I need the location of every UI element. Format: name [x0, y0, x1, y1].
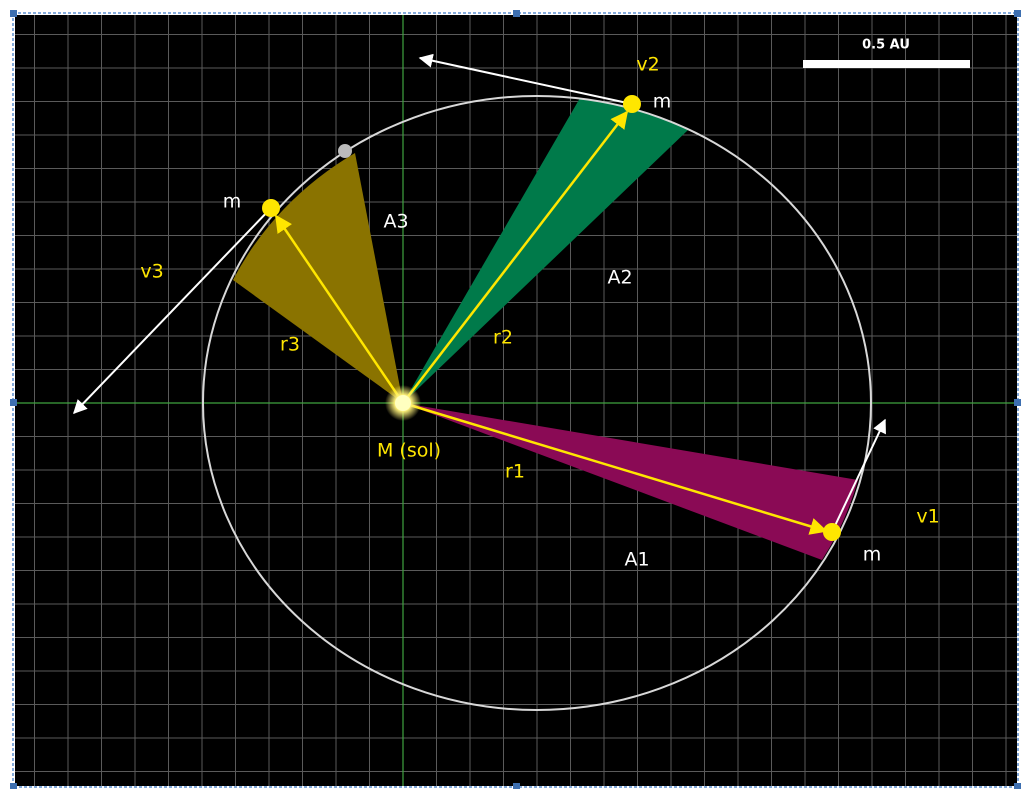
- area-label: A1: [624, 549, 649, 571]
- planet: [262, 199, 280, 217]
- radius-label: r3: [280, 334, 300, 356]
- mass-label: m: [223, 191, 242, 213]
- mass-label: m: [863, 544, 882, 566]
- radius-label: r2: [493, 327, 513, 349]
- scale-bar: [803, 60, 970, 68]
- velocity-vector: [418, 53, 633, 105]
- sector-a2: [403, 98, 688, 403]
- sun-core: [395, 395, 411, 411]
- velocity-vector: [831, 418, 886, 533]
- area-label: A3: [383, 211, 408, 233]
- orbit: [202, 95, 872, 711]
- handles: [10, 10, 1021, 789]
- velocity-label: v3: [140, 261, 163, 283]
- velocity-vector: [73, 207, 272, 415]
- radius-vector: [274, 214, 405, 404]
- planet: [623, 95, 641, 113]
- radius-label: r1: [505, 461, 525, 483]
- sun-label: M (sol): [377, 440, 441, 462]
- background: [15, 15, 1017, 786]
- radius-vector: [402, 110, 629, 404]
- velocity-label: v2: [636, 54, 659, 76]
- radius-vector: [402, 401, 828, 535]
- planet: [823, 523, 841, 541]
- area-label: A2: [607, 267, 632, 289]
- velocity-label: v1: [916, 506, 939, 528]
- mass-label: m: [653, 91, 672, 113]
- sector-a1: [403, 403, 858, 560]
- planet-ghost: [338, 144, 352, 158]
- scale-label: 0.5 AU: [862, 38, 910, 53]
